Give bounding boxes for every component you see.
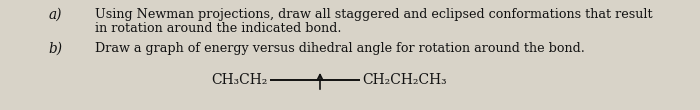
Text: b): b): [48, 42, 62, 56]
Text: CH₃CH₂: CH₃CH₂: [211, 73, 268, 87]
Text: Draw a graph of energy versus dihedral angle for rotation around the bond.: Draw a graph of energy versus dihedral a…: [95, 42, 585, 55]
Text: CH₂CH₂CH₃: CH₂CH₂CH₃: [362, 73, 447, 87]
Text: in rotation around the indicated bond.: in rotation around the indicated bond.: [95, 22, 342, 35]
Text: Using Newman projections, draw all staggered and eclipsed conformations that res: Using Newman projections, draw all stagg…: [95, 8, 652, 21]
Text: a): a): [48, 8, 62, 22]
